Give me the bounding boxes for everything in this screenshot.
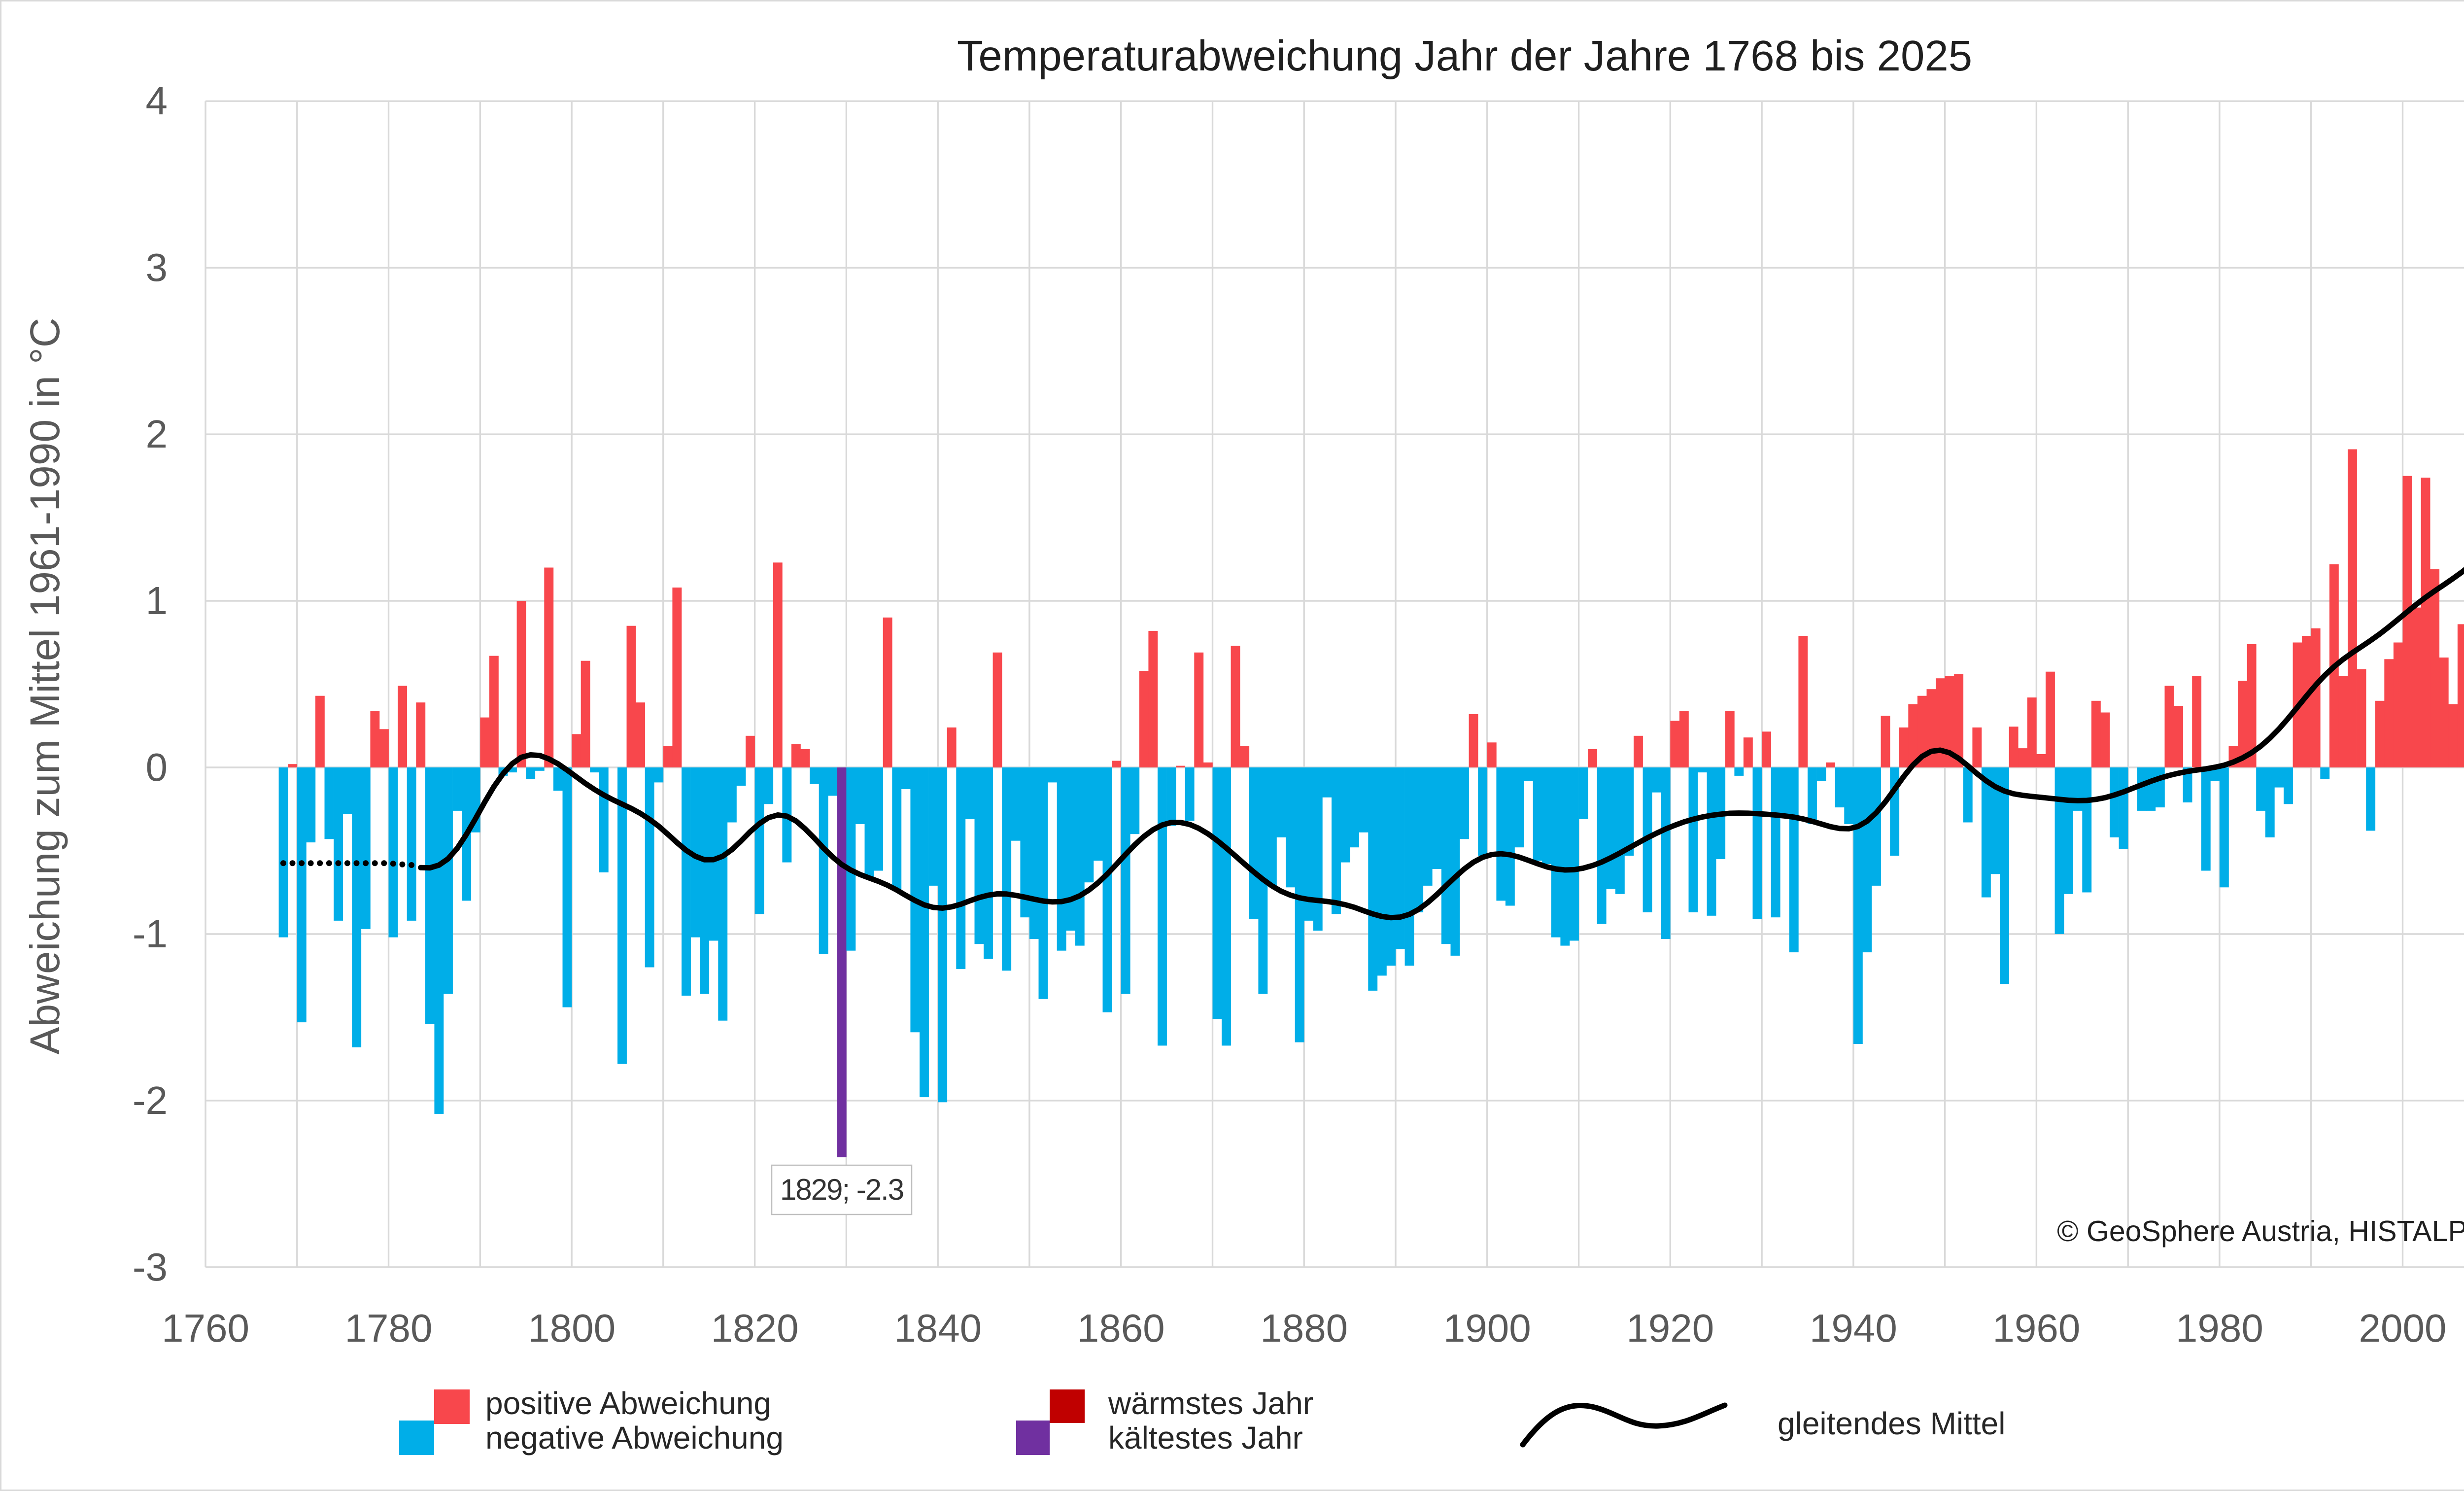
- svg-text:gleitendes Mittel: gleitendes Mittel: [1778, 1406, 2005, 1441]
- svg-text:1960: 1960: [1992, 1306, 2080, 1350]
- svg-text:1860: 1860: [1077, 1306, 1165, 1350]
- svg-text:1980: 1980: [2176, 1306, 2263, 1350]
- svg-text:1829; -2.3: 1829; -2.3: [780, 1173, 903, 1206]
- svg-text:1920: 1920: [1626, 1306, 1714, 1350]
- svg-text:Abweichung zum Mittel 1961-199: Abweichung zum Mittel 1961-1990 in °C: [22, 317, 68, 1054]
- svg-text:-3: -3: [133, 1245, 168, 1289]
- svg-text:Temperaturabweichung Jahr der: Temperaturabweichung Jahr der Jahre 1768…: [957, 32, 1972, 80]
- svg-text:© GeoSphere Austria, HISTALP-T: © GeoSphere Austria, HISTALP-Tieflanddat…: [2057, 1215, 2464, 1248]
- svg-text:3: 3: [146, 245, 168, 289]
- svg-text:2: 2: [146, 412, 168, 456]
- svg-text:0: 0: [146, 745, 168, 789]
- svg-text:4: 4: [146, 79, 168, 123]
- svg-text:1: 1: [146, 579, 168, 623]
- svg-text:-1: -1: [133, 912, 168, 956]
- svg-text:wärmstes Jahr: wärmstes Jahr: [1108, 1386, 1313, 1421]
- svg-text:2000: 2000: [2359, 1306, 2447, 1350]
- svg-text:1880: 1880: [1260, 1306, 1348, 1350]
- svg-text:1820: 1820: [711, 1306, 799, 1350]
- svg-text:negative Abweichung: negative Abweichung: [485, 1420, 784, 1456]
- svg-text:1940: 1940: [1810, 1306, 1897, 1350]
- svg-text:1780: 1780: [345, 1306, 433, 1350]
- svg-text:1900: 1900: [1443, 1306, 1531, 1350]
- svg-text:1760: 1760: [162, 1306, 249, 1350]
- svg-text:-2: -2: [133, 1078, 168, 1122]
- svg-text:1800: 1800: [528, 1306, 616, 1350]
- svg-text:positive Abweichung: positive Abweichung: [485, 1386, 771, 1421]
- svg-text:1840: 1840: [894, 1306, 982, 1350]
- svg-text:kältestes Jahr: kältestes Jahr: [1108, 1420, 1303, 1456]
